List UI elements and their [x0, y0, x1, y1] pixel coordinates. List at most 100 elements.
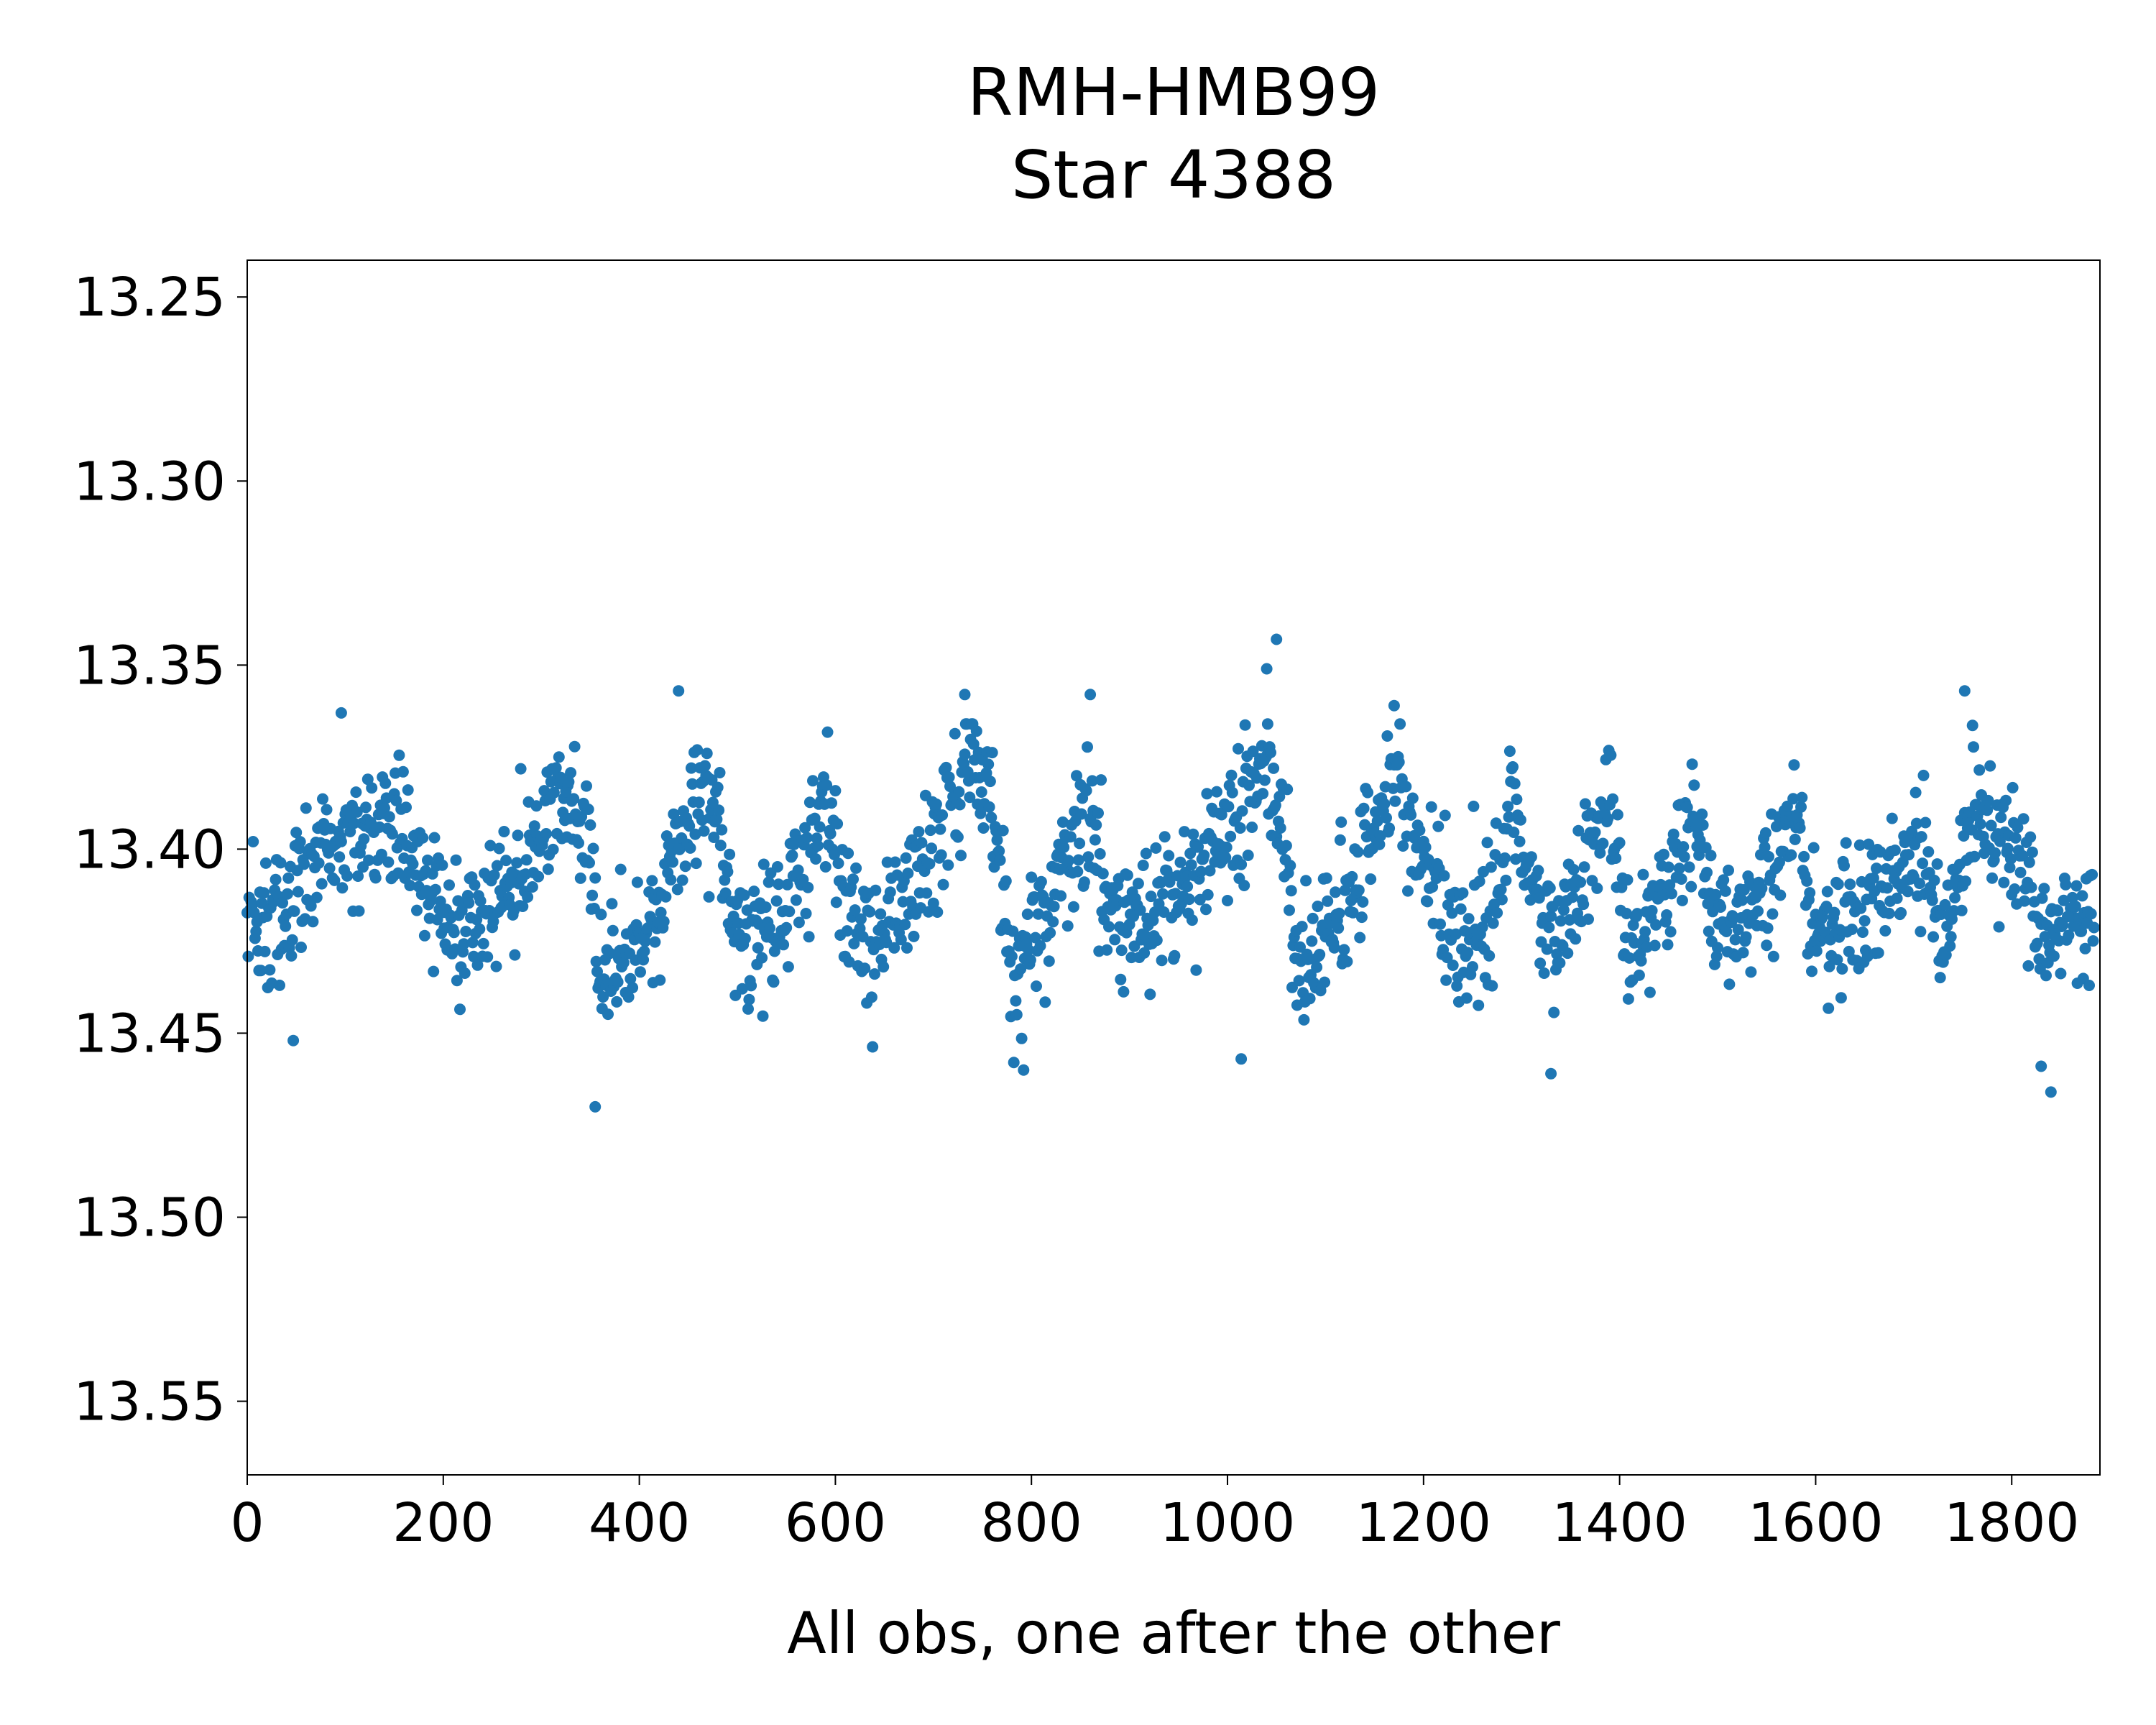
data-point [1103, 921, 1115, 933]
data-point [1007, 925, 1019, 937]
data-point [1067, 901, 1079, 913]
data-point [305, 900, 317, 912]
data-point [1414, 824, 1426, 837]
data-point [1989, 847, 2001, 859]
data-point [1507, 761, 1519, 773]
data-point [1823, 960, 1835, 972]
data-point [1335, 816, 1348, 828]
data-point [351, 806, 363, 818]
data-point [1284, 904, 1295, 916]
data-point [1235, 1053, 1248, 1065]
data-point [962, 765, 974, 778]
data-point [2025, 881, 2037, 893]
data-point [1719, 885, 1731, 897]
data-point [819, 861, 831, 873]
data-point [1419, 841, 1432, 853]
data-point [386, 828, 398, 840]
data-point [1338, 944, 1350, 956]
data-point [2036, 892, 2048, 904]
data-point [1756, 882, 1768, 894]
data-point [1858, 915, 1871, 927]
data-point [1010, 995, 1022, 1007]
data-point [1115, 944, 1128, 957]
data-point [1785, 849, 1797, 861]
data-point [1185, 859, 1197, 871]
data-point [2047, 950, 2060, 962]
data-point [2031, 937, 2043, 949]
data-point [590, 955, 602, 967]
data-point [1914, 878, 1925, 890]
data-point [595, 908, 607, 921]
data-point [1557, 904, 1570, 916]
data-point [498, 826, 510, 837]
data-point [1010, 1008, 1023, 1021]
data-point [1031, 980, 1042, 993]
data-point [1332, 922, 1345, 934]
data-point [1246, 822, 1258, 833]
data-point [1795, 801, 1807, 813]
data-point [1483, 949, 1496, 962]
data-point [2070, 880, 2083, 892]
data-point [1798, 850, 1810, 862]
data-point [800, 908, 812, 919]
data-point [1524, 894, 1537, 906]
data-point [258, 887, 270, 899]
data-point [1347, 906, 1359, 919]
data-point [2024, 831, 2037, 843]
data-point [1872, 947, 1884, 959]
data-point [2022, 960, 2035, 972]
data-point [1450, 928, 1462, 940]
data-point [428, 965, 440, 978]
data-point [1047, 916, 1059, 928]
data-point [1981, 804, 1994, 816]
data-point [1271, 633, 1283, 645]
data-point [1220, 841, 1233, 853]
data-point [1903, 849, 1915, 861]
data-point [900, 852, 912, 864]
data-point [867, 1041, 879, 1053]
data-point [2040, 970, 2052, 982]
data-point [698, 825, 710, 837]
data-point [1928, 874, 1940, 886]
data-point [1677, 841, 1690, 853]
data-point [1917, 857, 1929, 870]
chart-subtitle: Star 4388 [1011, 137, 1336, 213]
data-point [1544, 882, 1556, 894]
data-point [689, 828, 701, 840]
data-point [1198, 850, 1210, 861]
data-point [1984, 760, 1996, 772]
data-point [277, 897, 289, 909]
data-point [1186, 914, 1198, 926]
data-point [397, 765, 409, 778]
data-point [452, 895, 464, 907]
data-point [1883, 907, 1895, 919]
data-point [1269, 799, 1281, 811]
data-point [298, 858, 310, 870]
data-point [888, 942, 900, 954]
data-point [576, 811, 588, 823]
data-point [1710, 950, 1723, 962]
data-point [1346, 870, 1358, 883]
data-point [323, 862, 336, 874]
data-point [1801, 875, 1813, 887]
data-point [1294, 941, 1306, 953]
data-point [333, 851, 346, 863]
y-tick-label: 13.55 [73, 1371, 226, 1433]
data-point [1427, 881, 1439, 893]
data-point [831, 818, 844, 830]
data-point [686, 778, 699, 790]
data-point [606, 898, 618, 910]
data-point [1043, 955, 1055, 967]
data-point [553, 751, 565, 763]
data-point [668, 808, 680, 820]
data-point [1525, 851, 1537, 863]
data-point [1958, 685, 1971, 697]
data-point [500, 855, 512, 867]
data-point [1631, 908, 1644, 920]
data-point [1144, 988, 1156, 1000]
data-point [693, 796, 705, 809]
data-point [2004, 853, 2017, 865]
data-point [1503, 745, 1516, 758]
data-point [1082, 851, 1095, 863]
data-point [1018, 1064, 1030, 1076]
